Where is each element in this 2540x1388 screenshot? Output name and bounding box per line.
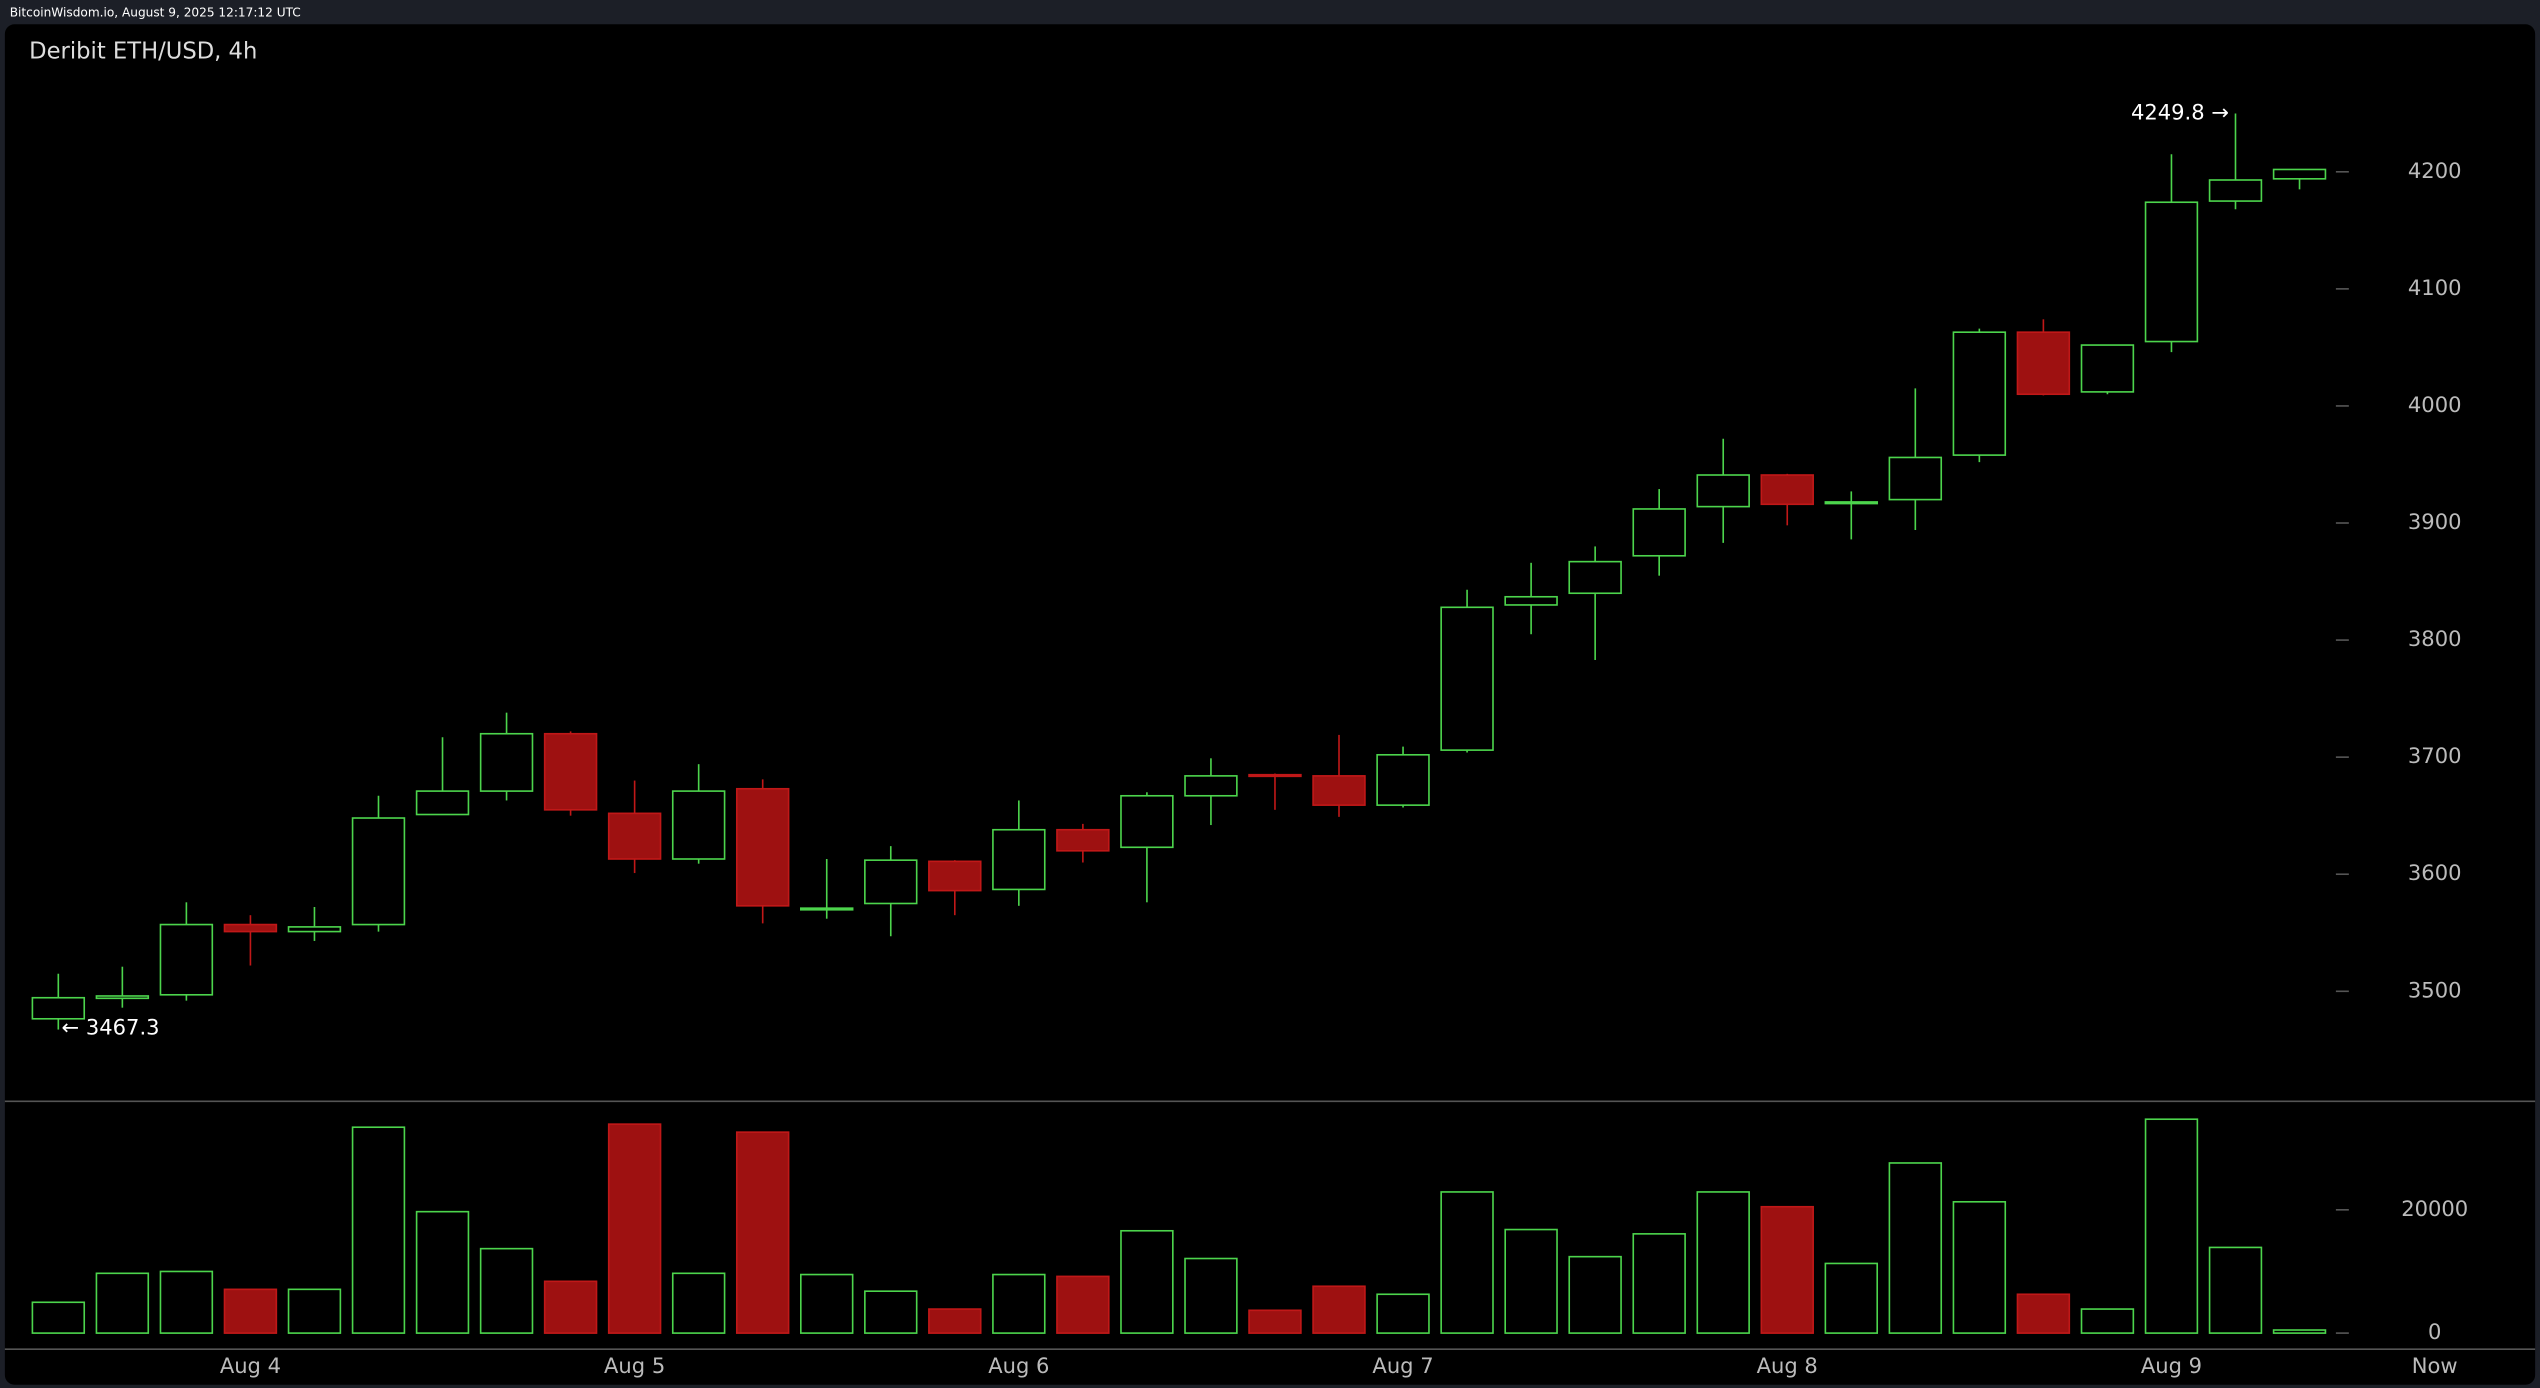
y-tick-label: 3900	[2408, 509, 2462, 534]
candle-body	[479, 732, 534, 792]
candle-body	[2208, 179, 2263, 202]
candle-body	[31, 996, 86, 1020]
volume-bar	[2272, 1329, 2327, 1334]
volume-bar	[287, 1288, 342, 1334]
y-tick-label: 3800	[2408, 626, 2462, 651]
chart-title: Deribit ETH/USD, 4h	[29, 38, 257, 64]
candle-body	[2080, 344, 2135, 393]
volume-bar	[1440, 1191, 1494, 1334]
volume-tick-label: 0	[2428, 1319, 2441, 1344]
candle-body	[1568, 560, 1622, 595]
x-tick-label: Aug 6	[988, 1353, 1049, 1378]
candle-body	[2272, 168, 2327, 180]
volume-bar	[2208, 1246, 2263, 1334]
candle-body	[1696, 474, 1750, 508]
candle-body	[1504, 595, 1558, 606]
volume-bar	[1056, 1275, 1110, 1334]
volume-bar	[1248, 1309, 1302, 1334]
volume-bar	[159, 1270, 214, 1334]
candle-body	[607, 812, 662, 860]
volume-bar	[735, 1131, 790, 1334]
volume-bar	[864, 1290, 918, 1334]
candle-body	[735, 787, 790, 907]
candle-body	[543, 732, 598, 811]
volume-bar	[1952, 1200, 2007, 1334]
candle-body	[1632, 508, 1686, 557]
volume-bar	[1696, 1191, 1750, 1334]
volume-bar	[1504, 1228, 1558, 1334]
candle-body	[1760, 474, 1814, 506]
volume-bar	[1568, 1255, 1622, 1334]
y-tick-label: 3700	[2408, 743, 2462, 768]
x-tick-label: Aug 5	[604, 1353, 665, 1378]
volume-bar	[1824, 1262, 1879, 1334]
volume-bar	[1760, 1205, 1814, 1334]
candle-body	[671, 790, 726, 860]
candle-body	[287, 926, 342, 933]
candle-body	[864, 859, 918, 905]
candle-body	[1312, 775, 1366, 806]
candle-body	[1440, 606, 1494, 751]
y-tick-label: 3600	[2408, 860, 2462, 885]
candle-body	[415, 790, 470, 816]
candle-body	[2016, 331, 2071, 396]
x-tick-label: Aug 4	[220, 1353, 281, 1378]
x-tick-label: Aug 7	[1372, 1353, 1433, 1378]
volume-bar	[1888, 1162, 1943, 1334]
volume-bar	[2144, 1118, 2199, 1334]
volume-bar	[543, 1280, 598, 1334]
candle-body	[1824, 501, 1879, 505]
volume-bar	[95, 1272, 150, 1334]
x-end-label: Now	[2412, 1353, 2458, 1378]
candle-body	[1888, 456, 1943, 501]
x-tick-label: Aug 8	[1757, 1353, 1818, 1378]
volume-bar	[479, 1247, 534, 1334]
volume-bar	[223, 1288, 278, 1334]
y-tick-label: 4100	[2408, 275, 2462, 300]
candle-body	[1376, 753, 1430, 806]
candle-body	[159, 923, 214, 996]
candle-body	[1248, 773, 1302, 778]
volume-tick-label: 20000	[2401, 1196, 2468, 1221]
high-annotation: 4249.8 →	[2131, 99, 2229, 124]
candle-body	[351, 817, 406, 926]
y-tick-label: 4200	[2408, 158, 2462, 183]
y-tick-label: 4000	[2408, 392, 2462, 417]
candle-body	[800, 907, 854, 911]
volume-bar	[671, 1272, 726, 1334]
volume-bar	[415, 1210, 470, 1334]
volume-bar	[1376, 1293, 1430, 1334]
volume-bar	[1632, 1233, 1686, 1334]
volume-bar	[1184, 1257, 1238, 1334]
volume-bar	[2016, 1293, 2071, 1334]
volume-bar	[800, 1273, 854, 1334]
chart-panel	[4, 24, 2536, 1385]
volume-bar	[992, 1273, 1046, 1334]
candle-body	[992, 828, 1046, 891]
y-tick-label: 3500	[2408, 977, 2462, 1002]
volume-bar	[1312, 1285, 1366, 1334]
candle-body	[2144, 201, 2199, 343]
candle-body	[928, 860, 982, 892]
candle-body	[1952, 331, 2007, 456]
candle-body	[95, 995, 150, 1000]
volume-bar	[928, 1308, 982, 1334]
candle-body	[223, 923, 278, 933]
volume-bar	[1120, 1229, 1174, 1334]
x-tick-label: Aug 9	[2141, 1353, 2202, 1378]
volume-bar	[351, 1126, 406, 1334]
volume-bar	[607, 1123, 662, 1334]
candle-body	[1056, 828, 1110, 852]
candle-body	[1120, 794, 1174, 849]
header: BitcoinWisdom.io, August 9, 2025 12:17:1…	[10, 5, 301, 19]
candle-body	[1184, 775, 1238, 797]
volume-bar	[31, 1301, 86, 1334]
volume-bar	[2080, 1308, 2135, 1334]
